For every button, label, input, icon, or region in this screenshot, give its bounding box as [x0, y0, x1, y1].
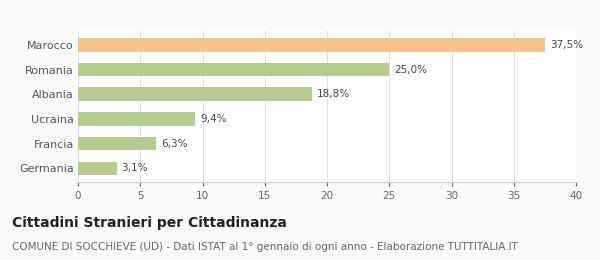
Bar	[78, 137, 157, 151]
Text: 3,1%: 3,1%	[122, 163, 148, 173]
Bar	[78, 38, 545, 52]
Text: 18,8%: 18,8%	[317, 89, 350, 99]
Text: 6,3%: 6,3%	[161, 139, 188, 149]
Text: Cittadini Stranieri per Cittadinanza: Cittadini Stranieri per Cittadinanza	[12, 216, 287, 230]
Bar	[78, 112, 195, 126]
Text: 9,4%: 9,4%	[200, 114, 227, 124]
Text: 25,0%: 25,0%	[394, 64, 427, 75]
Bar	[78, 161, 116, 175]
Text: 37,5%: 37,5%	[550, 40, 583, 50]
Bar	[78, 63, 389, 76]
Text: COMUNE DI SOCCHIEVE (UD) - Dati ISTAT al 1° gennaio di ogni anno - Elaborazione : COMUNE DI SOCCHIEVE (UD) - Dati ISTAT al…	[12, 242, 518, 252]
Legend: Africa, Europa: Africa, Europa	[245, 0, 409, 3]
Bar	[78, 87, 312, 101]
